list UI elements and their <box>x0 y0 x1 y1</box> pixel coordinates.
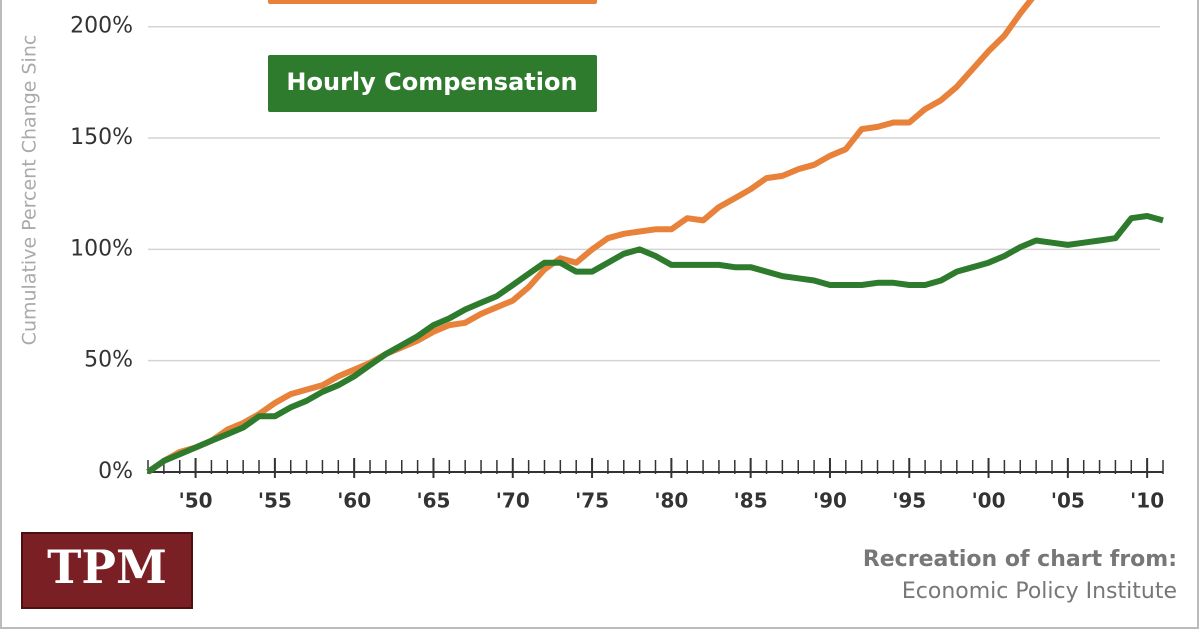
x-tick-label: '50 <box>179 489 213 513</box>
legend-swatch <box>268 0 597 4</box>
x-tick-label: '85 <box>734 489 768 513</box>
x-tick-label: '05 <box>1051 489 1085 513</box>
source-heading: Recreation of chart from: <box>863 547 1177 572</box>
y-tick-label: 0% <box>98 459 133 484</box>
logo <box>21 532 193 609</box>
series-line <box>146 0 1035 475</box>
legend-box <box>268 55 597 112</box>
y-tick-label: 100% <box>70 236 133 261</box>
logo-text: TPM <box>47 540 167 594</box>
legend-label: Hourly Compensation <box>286 68 577 96</box>
y-tick-label: 150% <box>70 125 133 150</box>
y-tick-label: 200% <box>70 14 133 39</box>
x-tick-label: '00 <box>972 489 1006 513</box>
x-tick-label: '60 <box>337 489 371 513</box>
source: Economic Policy Institute <box>902 579 1177 604</box>
series-line <box>146 213 1164 475</box>
x-tick-label: '80 <box>654 489 688 513</box>
y-tick-label: 50% <box>84 348 133 373</box>
x-tick-label: '75 <box>575 489 609 513</box>
y-axis-label: Cumulative Percent Change Sinc <box>19 35 41 346</box>
x-tick-label: '90 <box>813 489 847 513</box>
x-tick-label: '70 <box>496 489 530 513</box>
x-tick-label: '95 <box>892 489 926 513</box>
x-tick-label: '65 <box>416 489 450 513</box>
x-tick-label: '55 <box>258 489 292 513</box>
x-tick-label: '10 <box>1130 489 1164 513</box>
